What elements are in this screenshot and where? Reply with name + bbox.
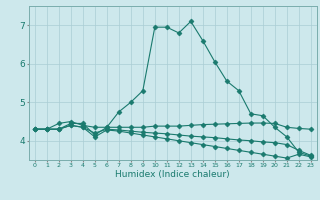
X-axis label: Humidex (Indice chaleur): Humidex (Indice chaleur) — [116, 170, 230, 179]
